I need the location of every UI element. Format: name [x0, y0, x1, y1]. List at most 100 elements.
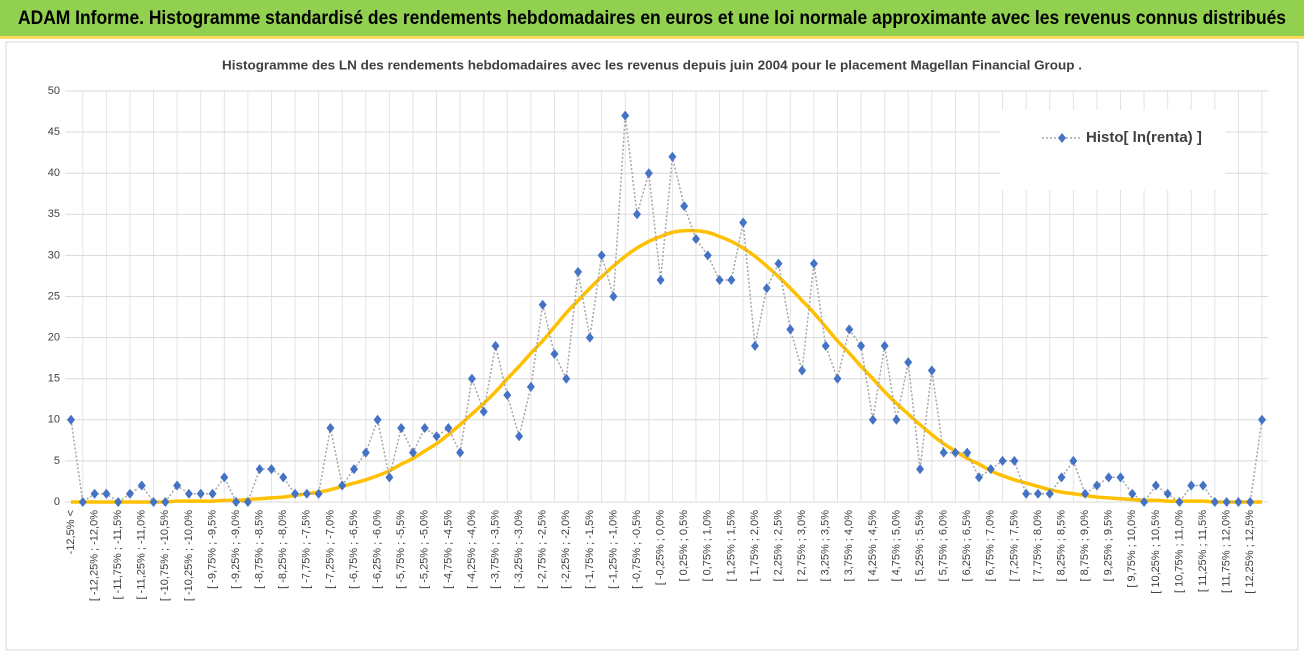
x-tick-label: [ -12,25% ; -12,0% [88, 510, 100, 601]
x-tick-label: [ -2,75% ; -2,5% [537, 510, 549, 589]
x-tick-label: [ -9,75% ; -9,5% [206, 510, 218, 589]
data-point [1163, 488, 1172, 499]
data-point [963, 447, 972, 458]
y-tick-label: 35 [48, 208, 60, 220]
data-point [479, 406, 488, 417]
data-point [1069, 455, 1078, 466]
data-point [1222, 497, 1231, 507]
chart-title: Histogramme des LN des rendements hebdom… [222, 57, 1082, 72]
x-tick-label: [ 3,25% ; 3,5% [820, 510, 832, 582]
data-point [809, 258, 818, 269]
data-point [1246, 497, 1255, 507]
x-tick-label: [ -0,75% ; -0,5% [631, 510, 643, 589]
y-tick-label: 5 [54, 455, 60, 467]
data-point [444, 423, 453, 434]
data-point [1128, 488, 1137, 499]
data-point [515, 431, 524, 442]
data-point [1057, 472, 1066, 483]
x-tick-label: [ 5,75% ; 6,0% [938, 510, 950, 582]
data-point [1010, 455, 1019, 466]
data-point [845, 324, 854, 335]
legend: Histo[ ln(renta) ] [1000, 110, 1225, 190]
data-point [373, 414, 382, 425]
data-point [408, 447, 417, 458]
data-point [1151, 480, 1160, 491]
y-tick-label: 20 [48, 332, 60, 344]
x-tick-label: -12,5% < [65, 510, 77, 554]
data-point [302, 488, 311, 499]
data-point [526, 381, 535, 392]
data-point [927, 365, 936, 376]
x-tick-label: [ 8,75% ; 9,0% [1079, 510, 1091, 582]
data-point [196, 488, 205, 499]
x-tick-label: [ -8,75% ; -8,5% [254, 510, 266, 589]
data-point [1033, 488, 1042, 499]
data-point [998, 455, 1007, 466]
x-tick-label: [ -3,75% ; -3,5% [489, 510, 501, 589]
x-tick-label: [ -11,25% ; -11,0% [136, 510, 148, 600]
data-point [220, 472, 229, 483]
data-point [456, 447, 465, 458]
data-point [1187, 480, 1196, 491]
x-tick-label: [ 9,75% ; 10,0% [1126, 510, 1138, 588]
x-tick-label: [ 4,25% ; 4,5% [867, 510, 879, 582]
x-tick-label: [ 11,25% ; 11,5% [1197, 510, 1209, 592]
x-tick-label: [ -1,75% ; -1,5% [584, 510, 596, 589]
data-point [550, 349, 559, 360]
data-point [703, 250, 712, 261]
x-tick-label: [ -9,25% ; -9,0% [230, 510, 242, 589]
data-point [338, 480, 347, 491]
data-point [90, 488, 99, 499]
data-point [633, 209, 642, 220]
data-point [1104, 472, 1113, 483]
x-tick-label: [ -4,75% ; -4,5% [442, 510, 454, 589]
data-point [951, 447, 960, 458]
x-tick-label: [ -6,25% ; -6,0% [372, 510, 384, 589]
x-tick-label: [ 1,25% ; 1,5% [725, 510, 737, 582]
x-tick-label: [ -10,25% ; -10,0% [183, 510, 195, 601]
data-point [1022, 488, 1031, 499]
data-point [1092, 480, 1101, 491]
data-point [361, 447, 370, 458]
x-tick-label: [ -4,25% ; -4,0% [466, 510, 478, 589]
x-tick-label: [ 8,25% ; 8,5% [1055, 510, 1067, 582]
x-tick-label: [ 11,75% ; 12,0% [1221, 510, 1233, 593]
x-tick-label: [ 4,75% ; 5,0% [890, 510, 902, 582]
data-point [939, 447, 948, 458]
data-point [1210, 497, 1219, 507]
data-point [904, 357, 913, 368]
data-point [798, 365, 807, 376]
data-point [1116, 472, 1125, 483]
x-tick-label: [ 12,25% ; 12,5% [1244, 510, 1256, 594]
x-tick-label: [ 5,25% ; 5,5% [914, 510, 926, 582]
data-point [680, 201, 689, 212]
x-tick-label: [ 6,75% ; 7,0% [985, 510, 997, 582]
data-point [644, 168, 653, 179]
data-point [255, 464, 264, 475]
data-point [503, 390, 512, 401]
data-point [727, 275, 736, 286]
data-point [562, 373, 571, 384]
data-point [868, 414, 877, 425]
data-point [892, 414, 901, 425]
data-point [597, 250, 606, 261]
header-bar [0, 0, 1304, 38]
x-tick-label: [ -1,25% ; -1,0% [607, 510, 619, 589]
x-tick-label: [ -10,75% ; -10,5% [159, 510, 171, 601]
data-point [78, 497, 87, 507]
legend-box [1000, 110, 1225, 190]
data-point [420, 423, 429, 434]
data-point [974, 472, 983, 483]
data-point [786, 324, 795, 335]
data-point [621, 110, 630, 121]
data-point [491, 340, 500, 351]
x-tick-label: [ 6,25% ; 6,5% [961, 510, 973, 582]
x-tick-label: [ 10,25% ; 10,5% [1150, 510, 1162, 594]
data-point [102, 488, 111, 499]
data-point [1045, 488, 1054, 499]
data-point [538, 299, 547, 310]
x-tick-label: [ -7,75% ; -7,5% [301, 510, 313, 589]
data-point [125, 488, 134, 499]
legend-marker [1058, 133, 1066, 143]
data-point [267, 464, 276, 475]
